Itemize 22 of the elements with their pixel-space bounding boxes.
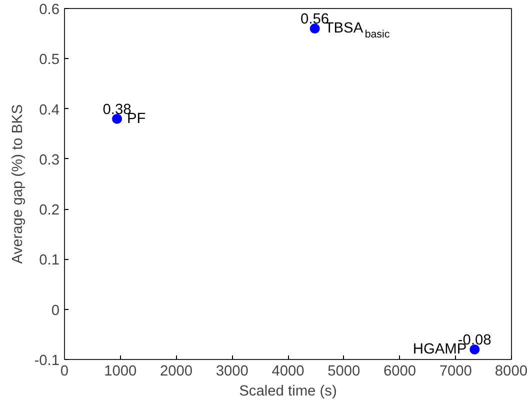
x-tick-label: 4000 (272, 364, 304, 380)
data-label: 0.56 (300, 12, 330, 28)
x-tick-label: 7000 (439, 364, 472, 380)
y-axis-title: Average gap (%) to BKS (10, 104, 26, 264)
y-tick-label: 0 (51, 302, 60, 319)
y-tick-label: 0.6 (39, 2, 60, 18)
x-tick-label: 5000 (328, 364, 360, 380)
y-tick-label: 0.1 (39, 252, 60, 269)
x-tick-label: 2000 (160, 364, 193, 380)
point (112, 114, 122, 124)
y-tick-label: -0.1 (34, 353, 60, 369)
y-tick-label: 0.3 (39, 152, 60, 168)
y-tick-label: 0.5 (39, 52, 60, 68)
x-tick-label: 3000 (216, 364, 248, 380)
point (470, 344, 480, 354)
point (310, 24, 320, 34)
x-tick-label: 8000 (494, 364, 527, 380)
x-tick-label: 6000 (383, 364, 416, 380)
x-tick-label: 1000 (104, 364, 137, 380)
y-tick-label: 0.2 (39, 202, 60, 219)
y-tick-label: 0.4 (39, 102, 60, 118)
x-axis-title: Scaled time (s) (239, 384, 337, 400)
